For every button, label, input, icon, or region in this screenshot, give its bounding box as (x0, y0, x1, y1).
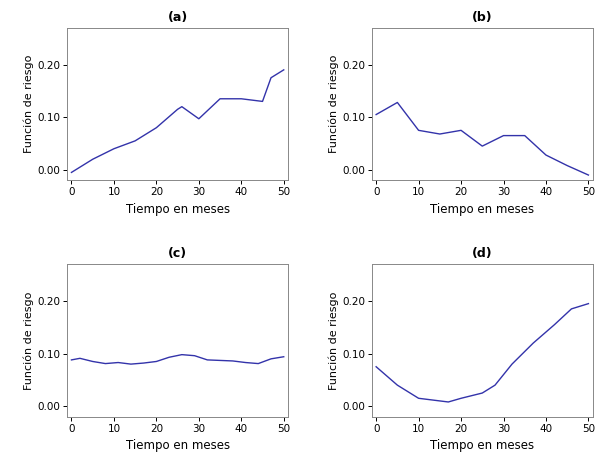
X-axis label: Tiempo en meses: Tiempo en meses (125, 203, 230, 216)
Title: (a): (a) (167, 11, 188, 24)
Y-axis label: Función de riesgo: Función de riesgo (329, 55, 339, 153)
Title: (b): (b) (472, 11, 492, 24)
X-axis label: Tiempo en meses: Tiempo en meses (430, 203, 535, 216)
Y-axis label: Función de riesgo: Función de riesgo (24, 291, 34, 390)
Title: (c): (c) (168, 247, 187, 260)
Y-axis label: Función de riesgo: Función de riesgo (329, 291, 339, 390)
X-axis label: Tiempo en meses: Tiempo en meses (430, 439, 535, 452)
X-axis label: Tiempo en meses: Tiempo en meses (125, 439, 230, 452)
Y-axis label: Función de riesgo: Función de riesgo (24, 55, 34, 153)
Title: (d): (d) (472, 247, 492, 260)
